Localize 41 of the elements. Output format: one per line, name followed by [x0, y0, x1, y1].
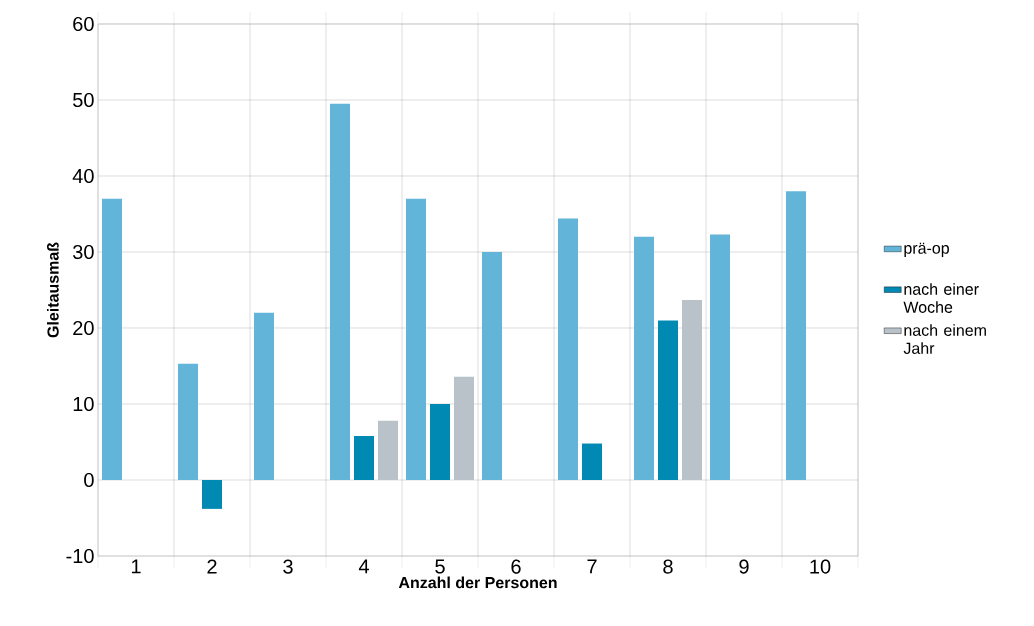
- bar: [354, 435, 374, 480]
- x-tick-label: 10: [810, 559, 831, 574]
- bar: [634, 236, 655, 480]
- y-tick-label: 20: [73, 320, 94, 336]
- x-axis-title: Anzahl der Personen: [398, 576, 557, 589]
- y-tick-label: 30: [73, 244, 94, 260]
- y-tick-label: 50: [73, 92, 94, 108]
- bar: [454, 376, 474, 480]
- y-tick-label: 40: [72, 168, 94, 184]
- x-tick-label: 8: [663, 559, 673, 574]
- x-tick-label: 2: [207, 559, 217, 574]
- bar: [710, 234, 731, 480]
- bar: [254, 312, 274, 480]
- y-tick-label: 60: [73, 16, 94, 32]
- bar: [786, 191, 807, 480]
- bar: [430, 404, 450, 480]
- bar: [582, 443, 603, 480]
- y-tick-label: 10: [73, 396, 94, 412]
- legend-label: prä-op: [904, 242, 949, 257]
- y-tick-label: 0: [84, 472, 94, 488]
- bar: [330, 103, 350, 480]
- y-tick-label: -10: [66, 548, 94, 564]
- bar: [482, 252, 502, 480]
- bar: [682, 299, 703, 480]
- bar: [178, 363, 198, 480]
- x-tick-label: 5: [435, 559, 445, 574]
- x-tick-label: 3: [283, 559, 293, 574]
- bar: [658, 320, 679, 480]
- bar: [202, 480, 222, 509]
- x-tick-label: 6: [511, 559, 521, 574]
- y-axis-title: Gleitausmaß: [46, 242, 59, 338]
- x-tick-label: 7: [587, 559, 597, 574]
- x-tick-label: 1: [131, 559, 141, 574]
- legend-label: nach einer Woche: [903, 283, 979, 313]
- x-tick-label: 4: [358, 559, 369, 574]
- bar: [406, 198, 426, 480]
- legend-label: nach einem Jahr: [903, 324, 986, 354]
- bar: [378, 420, 398, 480]
- bar: [102, 198, 122, 480]
- x-tick-label: 9: [739, 559, 749, 574]
- bar: [558, 218, 578, 480]
